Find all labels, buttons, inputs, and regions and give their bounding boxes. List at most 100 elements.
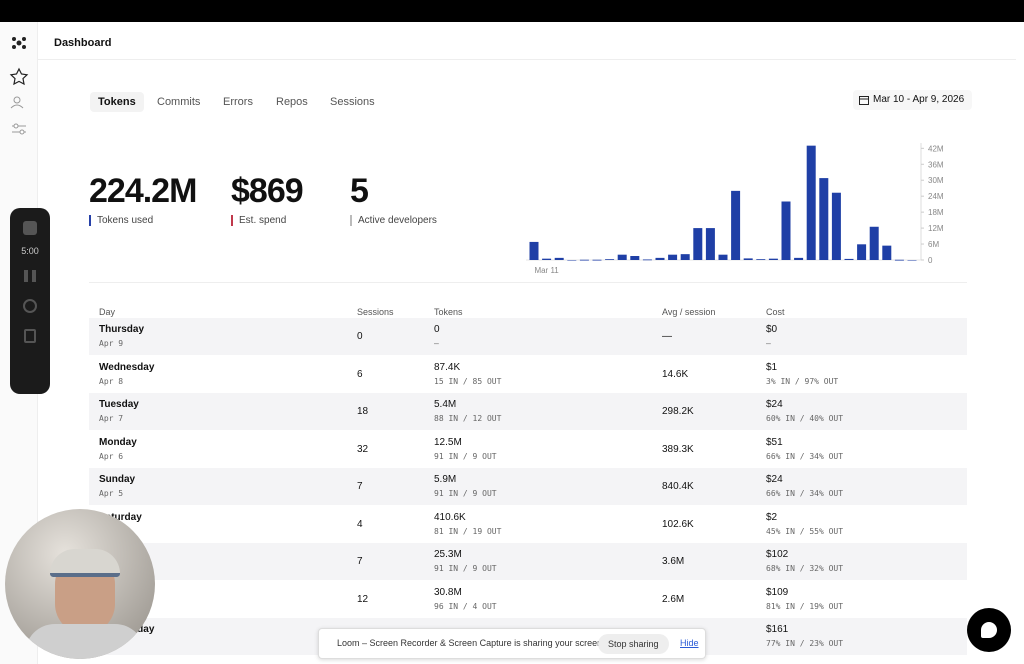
bar — [592, 259, 602, 261]
tab[interactable]: Commits — [157, 96, 201, 108]
bar — [882, 245, 892, 260]
tab[interactable]: Repos — [276, 96, 308, 108]
cost_split: — — [766, 339, 771, 348]
stat-label: Tokens used — [89, 215, 153, 226]
delete-button[interactable] — [24, 329, 36, 343]
stop-sharing-button[interactable]: Stop sharing — [598, 634, 669, 654]
bar — [680, 254, 690, 260]
cost: $0 — [766, 324, 778, 335]
tokens_split: 15 IN / 85 OUT — [434, 376, 502, 386]
bar — [869, 226, 879, 260]
chat-button[interactable] — [967, 608, 1011, 652]
row-bg — [89, 468, 967, 505]
bar — [756, 259, 766, 261]
stop-button[interactable] — [23, 221, 37, 235]
sidebar-icons — [9, 37, 29, 135]
bar — [718, 254, 728, 260]
bar — [806, 145, 816, 260]
cost_split: 3% IN / 97% OUT — [766, 376, 839, 386]
y-tick-label: 12M — [928, 224, 944, 233]
cost: $1 — [766, 361, 778, 373]
calendar-icon — [859, 96, 869, 105]
tokens_split: 81 IN / 19 OUT — [434, 526, 502, 536]
cost_split: 60% IN / 40% OUT — [766, 414, 844, 423]
date: Apr 5 — [99, 489, 124, 498]
bar — [605, 259, 615, 261]
tokens: 410.6K — [434, 511, 466, 523]
tokens: 12.5M — [434, 436, 462, 448]
day: Sunday — [99, 474, 136, 485]
tokens: 5.9M — [434, 474, 457, 485]
recorder-controls: 5:00 — [10, 208, 50, 394]
hide-link[interactable]: Hide — [680, 638, 699, 648]
tab[interactable]: Tokens — [90, 92, 144, 112]
bar — [693, 228, 703, 260]
sessions: 4 — [357, 518, 363, 530]
tab[interactable]: Errors — [223, 96, 253, 108]
avg-session: 2.6M — [662, 593, 685, 605]
stat-value: 5 — [350, 172, 369, 210]
cost: $109 — [766, 586, 789, 598]
tokens: 87.4K — [434, 361, 461, 373]
bar — [731, 190, 741, 260]
cost_split: 66% IN / 34% OUT — [766, 451, 844, 461]
bar — [743, 258, 753, 260]
y-tick-label: 36M — [928, 160, 944, 169]
avg-session: 298.2K — [662, 406, 694, 417]
bar — [655, 257, 665, 260]
column-header: Tokens — [434, 307, 463, 317]
date: Apr 8 — [99, 376, 124, 386]
column-header: Avg / session — [662, 307, 716, 317]
sessions: 0 — [357, 331, 363, 342]
cost: $161 — [766, 624, 789, 635]
bar — [781, 201, 791, 260]
sessions: 32 — [357, 443, 369, 455]
cost: $102 — [766, 549, 789, 560]
bar — [529, 241, 539, 260]
bar — [542, 258, 552, 260]
stat-label: Active developers — [350, 215, 437, 226]
column-header: Day — [99, 307, 116, 317]
cost: $51 — [766, 436, 783, 448]
tokens: 25.3M — [434, 549, 462, 560]
tab[interactable]: Sessions — [330, 96, 375, 108]
row-bg — [89, 393, 967, 430]
sessions: 12 — [357, 593, 369, 605]
bar — [768, 258, 778, 260]
avg-session: 3.6M — [662, 556, 685, 567]
bar — [579, 259, 589, 261]
day: Saturday — [99, 511, 142, 523]
bar — [857, 244, 867, 260]
stat-value: $869 — [231, 172, 304, 210]
bar — [819, 178, 829, 260]
date: Apr 9 — [99, 339, 124, 348]
bar — [642, 259, 652, 261]
timer: 5:00 — [21, 246, 39, 256]
cost: $24 — [766, 399, 783, 410]
tokens: 30.8M — [434, 586, 462, 598]
day: Tuesday — [99, 399, 139, 410]
divider — [89, 282, 967, 283]
tokens_split: 88 IN / 12 OUT — [434, 414, 502, 423]
cost_split: 81% IN / 19% OUT — [766, 601, 844, 611]
tokens_split: 91 IN / 9 OUT — [434, 564, 497, 573]
loom-message: Loom – Screen Recorder & Screen Capture … — [337, 638, 605, 648]
bar — [554, 257, 564, 260]
avg-session: 14.6K — [662, 368, 689, 380]
bar — [794, 257, 804, 260]
row-bg — [89, 543, 967, 580]
tokens: 5.4M — [434, 399, 457, 410]
bar — [705, 228, 715, 260]
avg-session: 389.3K — [662, 443, 694, 455]
y-tick-label: 0 — [928, 256, 933, 265]
pause-button[interactable] — [24, 270, 36, 282]
divider — [38, 59, 1016, 60]
bar — [907, 260, 917, 261]
bar — [567, 260, 577, 261]
restart-button[interactable] — [23, 299, 37, 313]
y-tick-label: 18M — [928, 208, 944, 217]
date-picker[interactable]: Mar 10 - Apr 9, 2026 — [853, 90, 973, 110]
tokens_split: 91 IN / 9 OUT — [434, 489, 497, 498]
cap — [50, 549, 120, 577]
